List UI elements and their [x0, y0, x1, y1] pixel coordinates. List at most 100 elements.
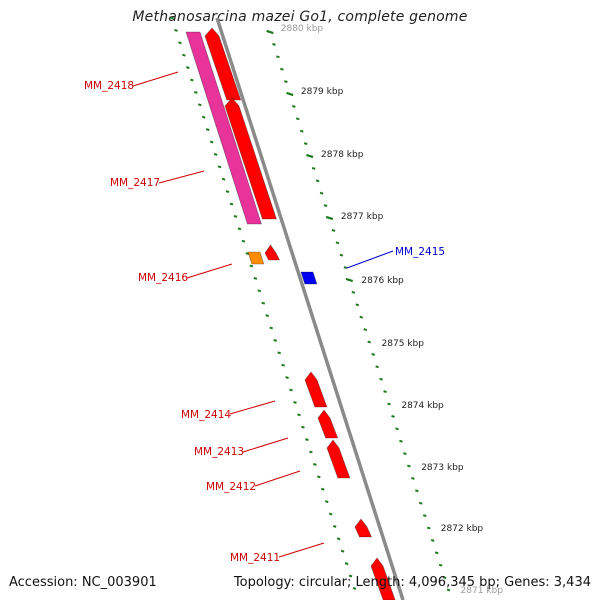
gene-label[interactable]: MM_2415: [395, 246, 445, 258]
gene-labels: MM_2418 MM_2417 MM_2416 MM_2415 MM_2414 MM_24…: [84, 71, 445, 564]
inner-tick: [311, 166, 316, 170]
accession-text: Accession: NC_003901: [9, 575, 157, 590]
gene-label[interactable]: MM_2417: [110, 177, 160, 189]
ruler-label: 2873 kbp: [421, 463, 464, 473]
gene-label-leader: [346, 250, 394, 269]
genome-summary-text: Topology: circular; Length: 4,096,345 bp…: [233, 575, 591, 590]
inner-tick: [422, 514, 427, 518]
ruler-label: 2875 kbp: [382, 339, 425, 349]
gene-label[interactable]: MM_2416: [138, 272, 188, 284]
inner-tick: [383, 390, 387, 394]
outer-tick: [197, 103, 202, 107]
inner-tick: [291, 104, 296, 108]
gene-label[interactable]: MM_2411: [230, 552, 280, 564]
inner-tick: [280, 67, 284, 71]
gene-small-red[interactable]: [264, 244, 281, 261]
outer-tick-track: [170, 16, 357, 590]
ruler-label: 2880 kbp: [281, 24, 324, 34]
outer-tick: [257, 289, 262, 293]
outer-tick: [186, 66, 190, 70]
gene-mm-2414[interactable]: [304, 371, 328, 408]
inner-tick: [295, 117, 300, 121]
outer-tick: [190, 78, 194, 82]
outer-tick: [277, 351, 281, 355]
inner-tick: [306, 153, 314, 159]
outer-tick: [209, 140, 214, 144]
outer-tick: [305, 438, 309, 442]
inner-tick: [284, 80, 288, 84]
outer-tick: [328, 512, 333, 516]
outer-tick: [225, 190, 230, 194]
outer-tick: [233, 214, 238, 218]
gene-label-leader: [254, 470, 301, 487]
inner-tick: [325, 215, 334, 221]
gene-label-leader: [242, 437, 289, 453]
gene-label[interactable]: MM_2413: [194, 446, 244, 458]
outer-tick: [201, 115, 206, 119]
inner-tick: [395, 427, 399, 431]
inner-tick: [355, 303, 360, 307]
gene-label-leader: [229, 400, 276, 415]
ruler-label: 2876 kbp: [361, 276, 404, 286]
inner-tick: [426, 526, 431, 530]
inner-tick: [363, 328, 368, 332]
outer-tick: [249, 264, 254, 268]
gene-partial[interactable]: [370, 557, 396, 600]
ruler-label: 2874 kbp: [401, 401, 444, 411]
gene-mm-2412[interactable]: [326, 439, 351, 479]
outer-tick: [213, 152, 218, 156]
outer-tick: [261, 301, 266, 305]
inner-tick: [430, 538, 435, 542]
gene-label[interactable]: MM_2412: [206, 481, 256, 493]
outer-tick: [316, 475, 321, 479]
inner-tick: [414, 489, 419, 493]
ruler-label: 2872 kbp: [441, 524, 484, 534]
outer-tick: [352, 586, 357, 590]
outer-tick: [245, 252, 250, 256]
outer-tick: [320, 487, 325, 491]
outer-tick: [170, 16, 174, 20]
outer-tick: [205, 128, 210, 132]
outer-tick: [309, 450, 313, 454]
ruler-labels: 2880 kbp 2879 kbp 2878 kbp 2877 kbp 2876 kbp…: [281, 24, 504, 596]
gene-mm-2413[interactable]: [317, 409, 339, 439]
inner-tick: [375, 365, 379, 369]
gene-mm-2417[interactable]: [204, 27, 242, 101]
outer-tick: [281, 363, 285, 367]
inner-tick: [407, 464, 411, 468]
gene-label[interactable]: MM_2414: [181, 409, 231, 421]
outer-tick: [253, 276, 258, 280]
outer-tick: [313, 462, 317, 466]
outer-tick: [289, 388, 293, 392]
outer-tick: [221, 177, 226, 181]
gene-mm-2416[interactable]: [247, 251, 265, 265]
outer-tick: [273, 338, 277, 342]
inner-tick: [343, 266, 348, 270]
inner-tick: [315, 179, 320, 183]
outer-tick: [237, 227, 242, 231]
outer-tick: [324, 500, 329, 504]
gene-mm-2417[interactable]: [224, 97, 277, 220]
inner-tick: [403, 452, 407, 456]
ruler-label: 2878 kbp: [321, 150, 364, 160]
inner-tick: [266, 29, 274, 35]
outer-tick: [301, 425, 305, 429]
gene-mm-2415[interactable]: [300, 271, 318, 285]
ruler-label: 2879 kbp: [301, 87, 344, 97]
gene-features: [185, 27, 396, 600]
outer-tick: [340, 549, 345, 553]
gene-mm-2411[interactable]: [354, 518, 373, 538]
gene-label-leader: [158, 170, 205, 184]
inner-tick: [371, 352, 375, 356]
outer-tick: [285, 376, 289, 380]
gene-mm-2418[interactable]: [185, 31, 262, 225]
outer-tick: [229, 202, 234, 206]
inner-tick: [391, 414, 395, 418]
inner-tick-track: [266, 29, 451, 592]
inner-tick: [387, 402, 391, 406]
outer-tick: [293, 400, 297, 404]
outer-tick: [297, 413, 301, 417]
inner-tick: [276, 55, 280, 59]
gene-label[interactable]: MM_2418: [84, 80, 134, 92]
